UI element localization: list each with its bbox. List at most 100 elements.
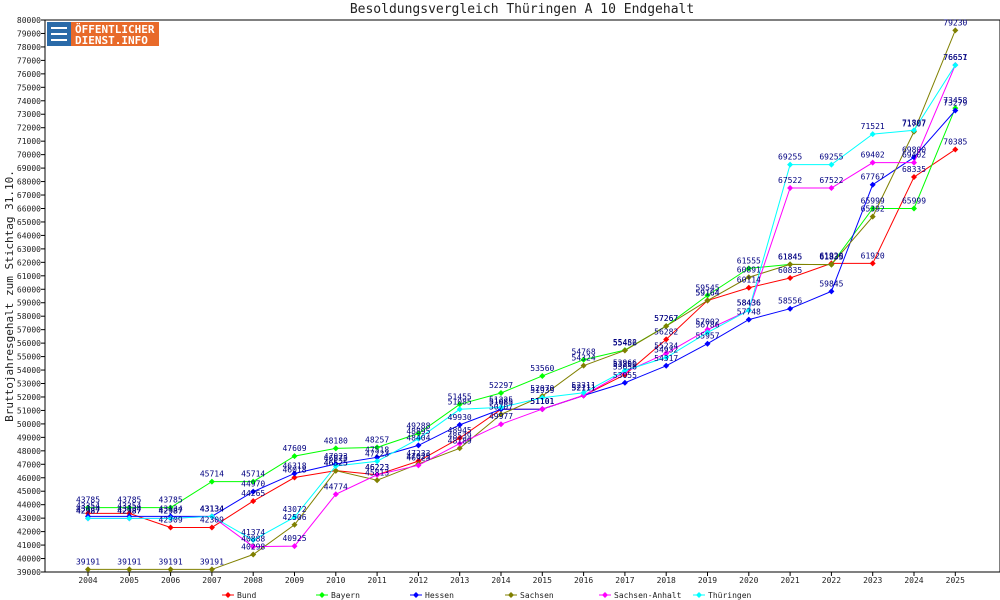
data-label-sachsen-anhalt: 42987 xyxy=(159,506,183,515)
data-label-sachsen-anhalt: 57002 xyxy=(695,318,719,327)
legend-label-sachsen-anhalt: Sachsen-Anhalt xyxy=(614,591,682,600)
data-point-bayern xyxy=(580,356,587,363)
data-label-sachsen-anhalt: 53850 xyxy=(613,360,637,369)
data-label-th-ringen: 71807 xyxy=(902,118,926,127)
x-tick-label: 2004 xyxy=(78,576,97,585)
data-label-bayern: 52297 xyxy=(489,381,513,390)
data-point-sachsen xyxy=(621,347,628,354)
data-label-bund: 47233 xyxy=(406,449,430,458)
data-point-th-ringen xyxy=(787,161,794,168)
legend-label-th-ringen: Thüringen xyxy=(708,591,752,600)
y-tick-label: 44000 xyxy=(17,501,41,510)
data-label-sachsen: 48189 xyxy=(448,436,472,445)
data-label-th-ringen: 51939 xyxy=(530,386,554,395)
data-label-hessen: 44970 xyxy=(241,480,265,489)
data-label-th-ringen: 53966 xyxy=(613,359,637,368)
x-tick-label: 2021 xyxy=(780,576,799,585)
data-label-sachsen-anhalt: 49977 xyxy=(489,412,513,421)
legend-label-bund: Bund xyxy=(237,591,256,600)
logo-stripes-icon xyxy=(51,27,67,41)
y-tick-label: 46000 xyxy=(17,474,41,483)
y-tick-label: 51000 xyxy=(17,406,41,415)
y-tick-label: 65000 xyxy=(17,218,41,227)
data-point-sachsen-anhalt xyxy=(250,543,257,550)
data-label-sachsen-anhalt: 69402 xyxy=(902,151,926,160)
data-point-hessen xyxy=(291,470,298,477)
data-label-hessen: 48404 xyxy=(406,433,430,442)
y-tick-label: 67000 xyxy=(17,191,41,200)
y-tick-label: 76000 xyxy=(17,70,41,79)
data-label-bund: 61920 xyxy=(819,251,843,260)
data-point-sachsen xyxy=(787,261,794,268)
data-point-th-ringen xyxy=(167,515,174,522)
y-tick-label: 64000 xyxy=(17,231,41,240)
data-point-th-ringen xyxy=(208,513,215,520)
y-tick-label: 70000 xyxy=(17,151,41,160)
data-label-sachsen: 71707 xyxy=(902,120,926,129)
data-label-bund: 42309 xyxy=(200,515,224,524)
x-tick-label: 2012 xyxy=(409,576,428,585)
data-label-th-ringen: 56786 xyxy=(695,321,719,330)
data-label-th-ringen: 51085 xyxy=(448,397,472,406)
data-point-sachsen xyxy=(704,297,711,304)
data-label-bund: 46018 xyxy=(282,466,306,475)
data-point-th-ringen xyxy=(621,367,628,374)
data-point-th-ringen xyxy=(85,515,91,522)
data-label-bayern: 53560 xyxy=(530,364,554,373)
data-point-sachsen xyxy=(126,566,133,573)
data-point-bayern xyxy=(208,478,215,485)
data-point-hessen xyxy=(952,107,959,114)
data-label-sachsen: 57267 xyxy=(654,314,678,323)
data-point-sachsen xyxy=(167,566,174,573)
data-point-th-ringen xyxy=(291,514,298,521)
data-point-th-ringen xyxy=(250,537,257,544)
x-tick-label: 2020 xyxy=(739,576,758,585)
data-point-sachsen xyxy=(374,477,381,484)
data-point-bund xyxy=(952,146,959,153)
y-tick-label: 43000 xyxy=(17,514,41,523)
y-tick-label: 63000 xyxy=(17,245,41,254)
data-label-bayern: 45714 xyxy=(200,470,224,479)
data-point-hessen xyxy=(704,340,711,347)
data-point-bund xyxy=(250,498,257,505)
legend-label-bayern: Bayern xyxy=(331,591,360,600)
data-point-sachsen xyxy=(828,261,835,268)
data-point-sachsen-anhalt xyxy=(291,543,298,550)
y-tick-label: 53000 xyxy=(17,380,41,389)
data-label-sachsen-anhalt: 40925 xyxy=(282,534,306,543)
series-line-hessen xyxy=(88,110,956,517)
x-tick-label: 2019 xyxy=(698,576,717,585)
data-label-sachsen: 65392 xyxy=(861,205,885,214)
y-axis: 39000 40000 41000 42000 43000 44000 45000 46000… xyxy=(17,16,45,577)
data-label-bayern: 65999 xyxy=(861,197,885,206)
data-point-bund xyxy=(869,260,876,267)
data-point-hessen xyxy=(621,379,628,386)
data-label-bayern: 48257 xyxy=(365,435,389,444)
data-label-sachsen-anhalt: 48539 xyxy=(448,432,472,441)
y-tick-label: 78000 xyxy=(17,43,41,52)
x-tick-label: 2007 xyxy=(202,576,221,585)
data-point-bayern xyxy=(85,504,91,511)
y-tick-label: 69000 xyxy=(17,164,41,173)
x-tick-label: 2014 xyxy=(491,576,510,585)
data-label-bund: 46223 xyxy=(365,463,389,472)
data-point-bayern xyxy=(415,430,422,437)
data-label-sachsen-anhalt: 46223 xyxy=(365,463,389,472)
data-point-sachsen-anhalt xyxy=(869,159,876,166)
data-label-bayern: 45714 xyxy=(241,470,265,479)
data-label-hessen: 73279 xyxy=(943,98,967,107)
data-label-sachsen-anhalt: 69402 xyxy=(861,151,885,160)
data-label-sachsen: 45813 xyxy=(365,468,389,477)
data-point-bayern xyxy=(539,372,546,379)
data-label-hessen: 52111 xyxy=(572,383,596,392)
y-tick-label: 55000 xyxy=(17,353,41,362)
y-tick-label: 52000 xyxy=(17,393,41,402)
data-label-hessen: 47518 xyxy=(365,445,389,454)
data-label-bund: 70385 xyxy=(943,137,967,146)
x-tick-label: 2018 xyxy=(657,576,676,585)
data-label-bayern: 73458 xyxy=(943,96,967,105)
data-label-th-ringen: 58436 xyxy=(737,298,761,307)
y-tick-label: 72000 xyxy=(17,124,41,133)
x-tick-label: 2025 xyxy=(946,576,965,585)
